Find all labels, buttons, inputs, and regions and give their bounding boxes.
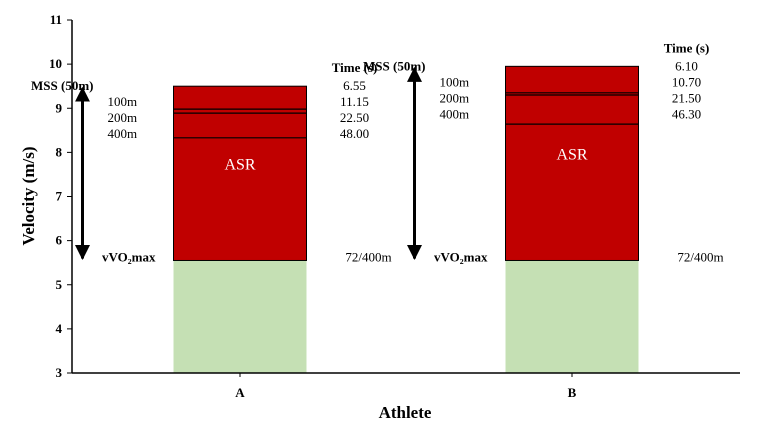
y-tick-label: 6	[56, 233, 63, 248]
y-tick-label: 4	[56, 321, 63, 336]
y-tick-label: 9	[56, 100, 63, 115]
time-value: 11.15	[340, 94, 369, 109]
time-value: 46.30	[672, 106, 701, 121]
y-tick-label: 3	[56, 365, 63, 380]
time-header: Time (s)	[332, 60, 378, 75]
vvo2max-label: vVO₂max	[102, 249, 156, 264]
asr-label: ASR	[224, 157, 255, 174]
y-tick-label: 8	[56, 144, 63, 159]
x-axis-title: Athlete	[379, 403, 432, 422]
bar-asr-a	[173, 85, 307, 261]
level-label-mss: MSS (50m)	[31, 78, 93, 93]
time-value: 10.70	[672, 74, 701, 89]
y-axis-title: Velocity (m/s)	[19, 147, 38, 246]
y-tick-label: 7	[56, 189, 63, 204]
x-tick-label: A	[235, 385, 245, 400]
time-value: 21.50	[672, 90, 701, 105]
bar-base-a	[173, 260, 307, 373]
vvo2max-time: 72/400m	[677, 249, 723, 264]
bar-base-b	[505, 260, 639, 373]
time-value: 6.10	[675, 58, 698, 73]
level-label: 100m	[440, 74, 470, 89]
vvo2max-time: 72/400m	[345, 249, 391, 264]
bar-asr-b	[505, 65, 639, 261]
y-tick-label: 11	[50, 12, 62, 27]
asr-label: ASR	[556, 147, 587, 164]
vvo2max-label: vVO₂max	[434, 249, 488, 264]
time-value: 22.50	[340, 110, 369, 125]
level-label: 200m	[440, 90, 470, 105]
time-value: 6.55	[343, 78, 366, 93]
level-label-mss: MSS (50m)	[363, 58, 425, 73]
level-label: 100m	[108, 94, 138, 109]
y-tick-label: 5	[56, 277, 63, 292]
time-header: Time (s)	[664, 40, 710, 55]
x-tick-label: B	[568, 385, 577, 400]
level-label: 200m	[108, 110, 138, 125]
level-label: 400m	[440, 106, 470, 121]
level-label: 400m	[108, 126, 138, 141]
y-tick-label: 10	[49, 56, 62, 71]
time-value: 48.00	[340, 126, 369, 141]
